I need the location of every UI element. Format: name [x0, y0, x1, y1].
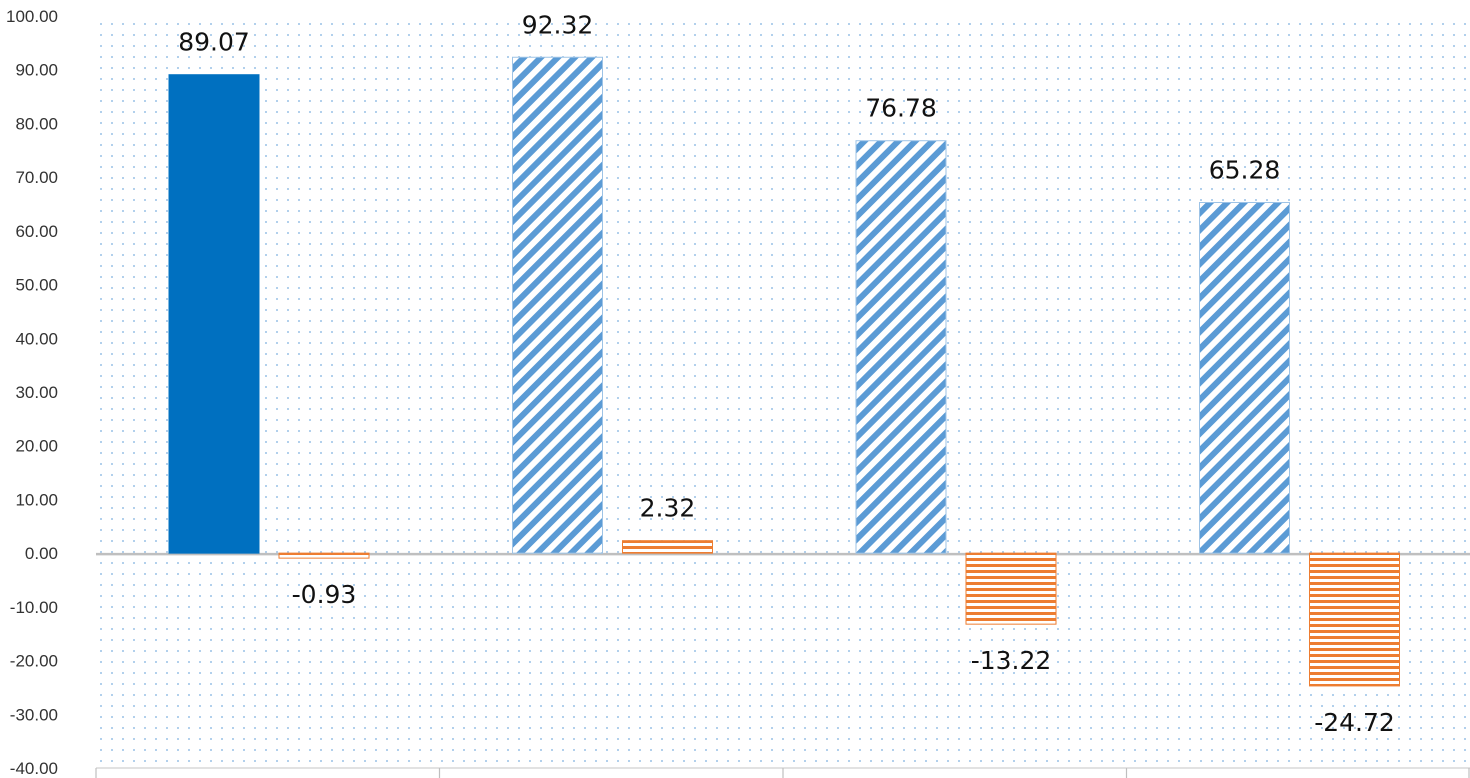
series1-bar [168, 74, 260, 554]
y-tick-label: 40.00 [15, 329, 58, 348]
series2-bar [622, 540, 713, 554]
y-tick-label: -10.00 [10, 598, 58, 617]
y-tick-label: 80.00 [15, 114, 58, 133]
y-tick-label: 0.00 [25, 544, 58, 563]
series1-bar [512, 56, 603, 554]
data-label: -13.22 [971, 646, 1052, 675]
series1-bar [1199, 201, 1290, 554]
y-tick-label: -20.00 [10, 652, 58, 671]
data-label: -24.72 [1314, 708, 1395, 737]
y-tick-label: 30.00 [15, 383, 58, 402]
y-tick-label: 50.00 [15, 276, 58, 295]
data-label: 92.32 [522, 10, 594, 39]
series2-bar [278, 552, 370, 559]
y-tick-label: 90.00 [15, 61, 58, 80]
y-tick-label: -30.00 [10, 705, 58, 724]
y-tick-label: 10.00 [15, 490, 58, 509]
data-label: -0.93 [292, 580, 357, 609]
y-tick-label: -40.00 [10, 759, 58, 778]
series2-bar [965, 552, 1057, 625]
y-tick-label: 70.00 [15, 168, 58, 187]
y-tick-label: 60.00 [15, 222, 58, 241]
data-label: 76.78 [865, 94, 937, 123]
y-tick-label: 100.00 [6, 7, 58, 26]
data-label: 89.07 [178, 28, 250, 57]
series2-bar [1309, 552, 1400, 687]
series1-bar [855, 140, 947, 554]
data-label: 2.32 [640, 494, 696, 523]
data-label: 65.28 [1209, 155, 1281, 184]
y-tick-label: 20.00 [15, 437, 58, 456]
